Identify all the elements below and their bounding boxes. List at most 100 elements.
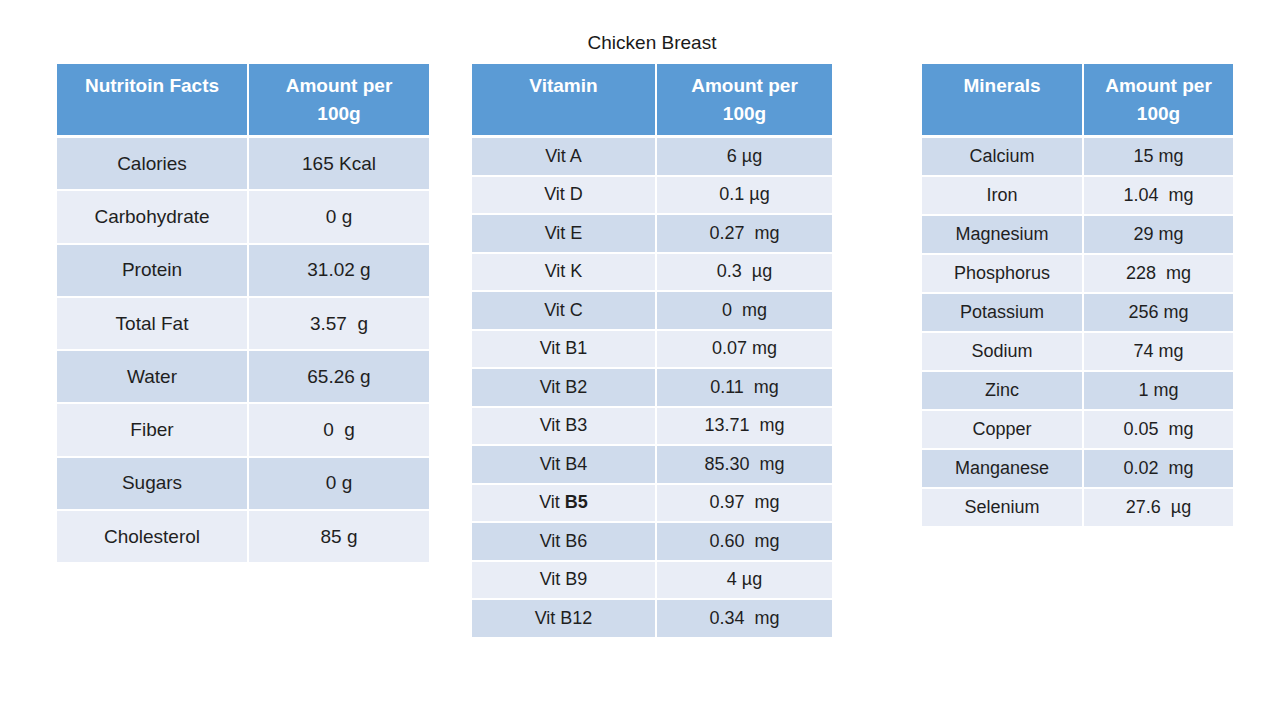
mineral-label: Magnesium <box>922 216 1084 255</box>
nutrient-amount: 0 g <box>249 404 429 457</box>
vitamin-label: Vit D <box>472 177 657 216</box>
mineral-amount: 228 mg <box>1084 255 1233 294</box>
nutrient-label: Carbohydrate <box>57 191 249 244</box>
vitamin-col2-header: Amount per 100g <box>657 64 832 138</box>
table-header-row: Vitamin Amount per 100g <box>472 64 832 138</box>
mineral-amount: 0.05 mg <box>1084 411 1233 450</box>
table-row: Vit B94 µg <box>472 562 832 601</box>
vitamin-amount: 0.11 mg <box>657 369 832 408</box>
table-row: Fiber0 g <box>57 404 429 457</box>
vitamin-label: Vit B1 <box>472 331 657 370</box>
vitamin-label-prefix: Vit <box>539 492 565 512</box>
vitamin-amount: 0.34 mg <box>657 600 832 639</box>
nutrient-amount: 31.02 g <box>249 245 429 298</box>
vitamin-label: Vit B6 <box>472 523 657 562</box>
mineral-amount: 0.02 mg <box>1084 450 1233 489</box>
vitamin-amount: 0.1 µg <box>657 177 832 216</box>
mineral-amount: 256 mg <box>1084 294 1233 333</box>
nutrient-label: Total Fat <box>57 298 249 351</box>
vitamin-label: Vit C <box>472 292 657 331</box>
vitamin-amount: 0 mg <box>657 292 832 331</box>
nutrient-label: Water <box>57 351 249 404</box>
vitamin-amount: 13.71 mg <box>657 408 832 447</box>
nutrient-label: Protein <box>57 245 249 298</box>
table-row: Vit C0 mg <box>472 292 832 331</box>
vitamin-amount: 6 µg <box>657 138 832 177</box>
vitamin-amount: 85.30 mg <box>657 446 832 485</box>
table-row: Vit B120.34 mg <box>472 600 832 639</box>
vitamin-label: Vit E <box>472 215 657 254</box>
mineral-amount: 15 mg <box>1084 138 1233 177</box>
nutrient-label: Sugars <box>57 458 249 511</box>
vitamin-label: Vit B3 <box>472 408 657 447</box>
mineral-label: Sodium <box>922 333 1084 372</box>
slide-title: Chicken Breast <box>472 32 832 54</box>
table-row: Magnesium29 mg <box>922 216 1233 255</box>
mineral-label: Calcium <box>922 138 1084 177</box>
vitamin-label: Vit K <box>472 254 657 293</box>
table-row: Water65.26 g <box>57 351 429 404</box>
table-row: Vit B5 0.97 mg <box>472 485 832 524</box>
nutrient-amount: 0 g <box>249 458 429 511</box>
vitamin-label-bold: B5 <box>565 492 588 512</box>
table-row: Vit B485.30 mg <box>472 446 832 485</box>
mineral-amount: 74 mg <box>1084 333 1233 372</box>
vitamin-label: Vit B9 <box>472 562 657 601</box>
nutrient-label: Calories <box>57 138 249 191</box>
vitamin-label: Vit B12 <box>472 600 657 639</box>
vitamin-label: Vit B5 <box>472 485 657 524</box>
table-row: Sodium74 mg <box>922 333 1233 372</box>
mineral-amount: 1 mg <box>1084 372 1233 411</box>
table-row: Vit B313.71 mg <box>472 408 832 447</box>
minerals-table: Minerals Amount per 100g Calcium15 mg Ir… <box>922 64 1233 528</box>
minerals-col1-header: Minerals <box>922 64 1084 138</box>
nutrient-amount: 165 Kcal <box>249 138 429 191</box>
table-row: Total Fat3.57 g <box>57 298 429 351</box>
nutrition-facts-table: Nutritoin Facts Amount per 100g Calories… <box>57 64 429 564</box>
mineral-amount: 27.6 µg <box>1084 489 1233 528</box>
mineral-label: Phosphorus <box>922 255 1084 294</box>
table-row: Vit E0.27 mg <box>472 215 832 254</box>
vitamin-amount: 0.07 mg <box>657 331 832 370</box>
vitamin-amount: 0.27 mg <box>657 215 832 254</box>
table-row: Protein31.02 g <box>57 245 429 298</box>
table-row: Vit B20.11 mg <box>472 369 832 408</box>
mineral-amount: 1.04 mg <box>1084 177 1233 216</box>
table-row: Iron1.04 mg <box>922 177 1233 216</box>
nutrition-col2-header: Amount per 100g <box>249 64 429 138</box>
table-row: Zinc1 mg <box>922 372 1233 411</box>
vitamin-amount: 0.3 µg <box>657 254 832 293</box>
mineral-label: Potassium <box>922 294 1084 333</box>
table-row: Copper0.05 mg <box>922 411 1233 450</box>
nutrient-label: Fiber <box>57 404 249 457</box>
table-row: Carbohydrate0 g <box>57 191 429 244</box>
table-row: Vit B10.07 mg <box>472 331 832 370</box>
mineral-label: Manganese <box>922 450 1084 489</box>
vitamin-table: Vitamin Amount per 100g Vit A6 µg Vit D0… <box>472 64 832 639</box>
nutrient-label: Cholesterol <box>57 511 249 564</box>
nutrient-amount: 85 g <box>249 511 429 564</box>
table-header-row: Nutritoin Facts Amount per 100g <box>57 64 429 138</box>
mineral-label: Zinc <box>922 372 1084 411</box>
table-row: Sugars0 g <box>57 458 429 511</box>
mineral-amount: 29 mg <box>1084 216 1233 255</box>
vitamin-label: Vit A <box>472 138 657 177</box>
nutrient-amount: 0 g <box>249 191 429 244</box>
table-row: Phosphorus228 mg <box>922 255 1233 294</box>
table-header-row: Minerals Amount per 100g <box>922 64 1233 138</box>
vitamin-label: Vit B2 <box>472 369 657 408</box>
mineral-label: Selenium <box>922 489 1084 528</box>
table-row: Calcium15 mg <box>922 138 1233 177</box>
vitamin-col1-header: Vitamin <box>472 64 657 138</box>
table-row: Vit D0.1 µg <box>472 177 832 216</box>
table-row: Potassium256 mg <box>922 294 1233 333</box>
nutrient-amount: 3.57 g <box>249 298 429 351</box>
table-row: Vit A6 µg <box>472 138 832 177</box>
vitamin-label: Vit B4 <box>472 446 657 485</box>
table-row: Manganese0.02 mg <box>922 450 1233 489</box>
table-row: Selenium27.6 µg <box>922 489 1233 528</box>
nutrition-col1-header: Nutritoin Facts <box>57 64 249 138</box>
table-row: Vit K0.3 µg <box>472 254 832 293</box>
table-row: Calories165 Kcal <box>57 138 429 191</box>
table-row: Vit B60.60 mg <box>472 523 832 562</box>
